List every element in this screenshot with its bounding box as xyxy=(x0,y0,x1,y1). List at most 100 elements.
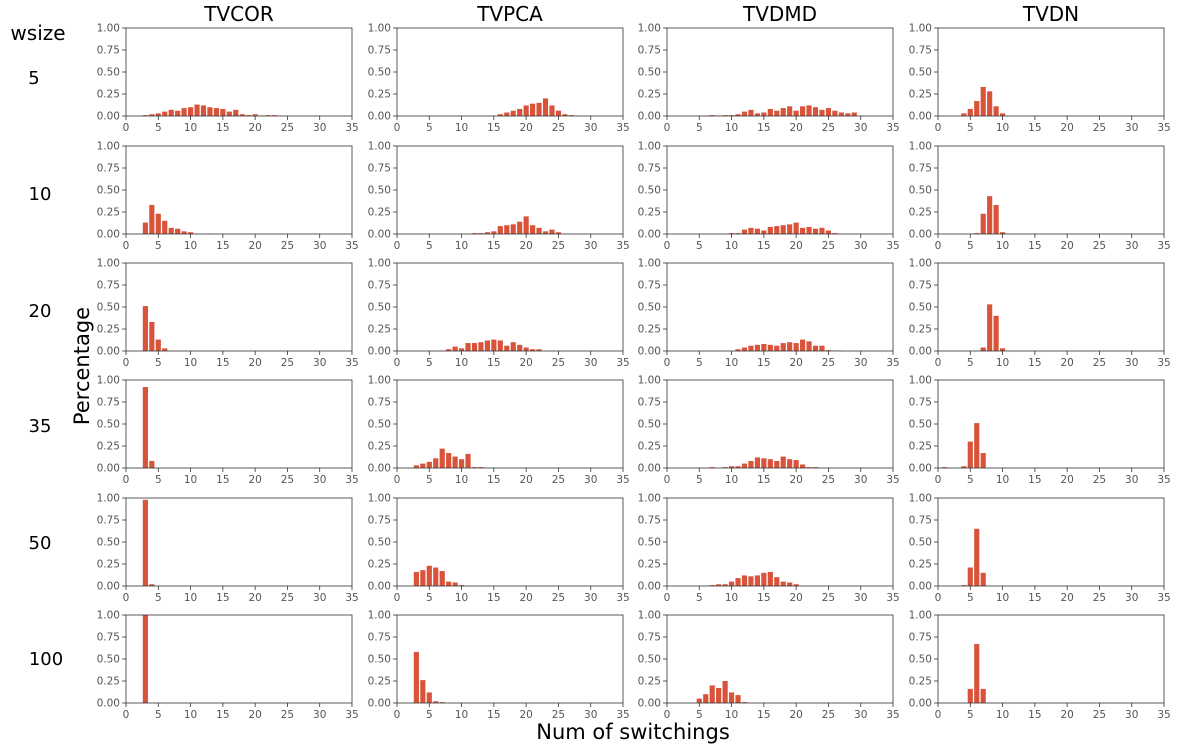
y-tick-label: 0.50 xyxy=(638,537,661,549)
x-tick-label: 15 xyxy=(487,357,500,369)
y-tick-label: 0.75 xyxy=(368,397,391,409)
bar-tvpca-100-x4 xyxy=(420,680,426,703)
y-tick-label: 0.00 xyxy=(909,698,932,710)
x-tick-label: 5 xyxy=(967,240,974,252)
y-tick-label: 1.00 xyxy=(638,23,661,35)
bar-tvdn-10-x9 xyxy=(993,204,999,234)
axes-frame xyxy=(125,379,353,469)
x-tick-label: 15 xyxy=(216,592,229,604)
y-tick-label: 0.25 xyxy=(909,559,932,571)
panel-tvdn-50: 0.00 0.25 0.50 0.75 1.00 0 5 10 15 20 25 30 35 xyxy=(909,493,1171,605)
bar-tvcor-5-x5 xyxy=(155,113,161,116)
x-tick-label: 0 xyxy=(664,592,671,604)
y-tick-label: 0.25 xyxy=(909,324,932,336)
bar-tvdmd-35-x7 xyxy=(709,467,715,468)
y-tick-label: 0.75 xyxy=(638,280,661,292)
bar-tvdmd-20-x19 xyxy=(787,342,793,351)
bar-tvpca-35-x9 xyxy=(452,456,458,468)
y-tick-label: 0.50 xyxy=(909,185,932,197)
y-tick-label: 0.00 xyxy=(638,346,661,358)
x-tick-label: 25 xyxy=(1093,122,1106,134)
y-tick-label: 0.00 xyxy=(97,581,120,593)
x-tick-label: 25 xyxy=(552,474,565,486)
x-tick-label: 15 xyxy=(216,240,229,252)
x-tick-label: 20 xyxy=(789,357,802,369)
y-tick-label: 0.75 xyxy=(909,397,932,409)
bar-tvdmd-20-x20 xyxy=(793,343,799,351)
y-tick-label: 1.00 xyxy=(97,141,120,153)
bar-tvdmd-35-x15 xyxy=(761,458,767,468)
x-tick-label: 15 xyxy=(1028,240,1041,252)
bar-tvdmd-10-x20 xyxy=(793,222,799,234)
bar-tvdmd-5-x20 xyxy=(793,110,799,116)
x-tick-label: 30 xyxy=(313,709,326,721)
bar-tvcor-50-x3 xyxy=(142,499,148,586)
x-tick-label: 20 xyxy=(519,122,532,134)
x-tick-label: 35 xyxy=(1157,592,1170,604)
bar-tvdmd-10-x14 xyxy=(754,228,760,234)
bar-tvdn-100-x7 xyxy=(980,688,986,703)
bar-tvdmd-50-x17 xyxy=(774,577,780,586)
bar-tvdmd-50-x14 xyxy=(754,575,760,586)
x-tick-label: 0 xyxy=(394,240,401,252)
bar-tvdmd-20-x21 xyxy=(800,339,806,351)
y-tick-label: 0.25 xyxy=(368,324,391,336)
y-tick-label: 0.75 xyxy=(638,515,661,527)
bar-tvdmd-20-x18 xyxy=(780,343,786,351)
y-tick-label: 0.50 xyxy=(638,67,661,79)
x-tick-label: 10 xyxy=(725,474,738,486)
bar-tvcor-35-x4 xyxy=(149,460,155,468)
bar-tvdmd-35-x12 xyxy=(741,463,748,468)
x-tick-label: 25 xyxy=(822,122,835,134)
x-tick-label: 35 xyxy=(345,122,358,134)
x-tick-label: 25 xyxy=(822,592,835,604)
bar-tvcor-5-x22 xyxy=(265,115,271,116)
x-tick-label: 0 xyxy=(664,240,671,252)
panel-tvdmd-35: 0.00 0.25 0.50 0.75 1.00 0 5 10 15 20 25 30 35 xyxy=(638,375,900,487)
bar-tvcor-5-x19 xyxy=(246,115,252,116)
panel-tvdmd-100: 0.00 0.25 0.50 0.75 1.00 0 5 10 15 20 25 30 35 xyxy=(638,610,900,722)
panel-tvdmd-10: 0.00 0.25 0.50 0.75 1.00 0 5 10 15 20 25 30 35 xyxy=(638,141,900,253)
axes-frame xyxy=(396,262,624,352)
x-tick-label: 0 xyxy=(935,592,942,604)
bar-tvdmd-5-x27 xyxy=(838,112,844,116)
x-tick-label: 10 xyxy=(455,357,468,369)
x-tick-label: 15 xyxy=(216,474,229,486)
row-label-5: 5 xyxy=(28,68,39,89)
x-tick-label: 10 xyxy=(725,240,738,252)
bar-tvdn-100-x5 xyxy=(967,688,973,703)
bar-tvdmd-100-x5 xyxy=(696,698,702,703)
y-tick-label: 0.25 xyxy=(368,441,391,453)
bar-tvdmd-100-x6 xyxy=(703,694,709,703)
y-tick-label: 0.00 xyxy=(368,463,391,475)
bar-tvdmd-100-x12 xyxy=(741,702,748,703)
y-tick-label: 0.50 xyxy=(909,654,932,666)
bar-tvcor-10-x8 xyxy=(175,228,181,234)
y-tick-label: 0.75 xyxy=(638,397,661,409)
x-tick-label: 5 xyxy=(155,709,162,721)
x-tick-label: 35 xyxy=(1157,357,1170,369)
y-tick-label: 0.25 xyxy=(97,676,120,688)
x-tick-label: 0 xyxy=(394,709,401,721)
x-tick-label: 30 xyxy=(854,357,867,369)
x-tick-label: 15 xyxy=(757,592,770,604)
bar-tvcor-5-x14 xyxy=(213,108,219,116)
x-tick-label: 10 xyxy=(725,357,738,369)
bar-tvdmd-20-x15 xyxy=(761,343,767,351)
x-tick-label: 5 xyxy=(426,592,433,604)
bar-tvpca-50-x5 xyxy=(426,565,432,586)
y-tick-label: 1.00 xyxy=(638,610,661,622)
x-tick-label: 20 xyxy=(1060,357,1073,369)
bar-tvcor-5-x9 xyxy=(181,108,187,116)
bar-tvpca-5-x17 xyxy=(504,112,510,116)
x-tick-label: 0 xyxy=(394,592,401,604)
bar-tvdmd-10-x26 xyxy=(832,233,838,234)
bar-tvdmd-10-x23 xyxy=(812,228,819,234)
bar-tvdn-5-x10 xyxy=(999,113,1006,116)
bar-tvdmd-35-x23 xyxy=(812,467,819,468)
bar-tvdn-20-x10 xyxy=(999,348,1006,351)
axes-frame xyxy=(666,145,894,235)
bar-tvpca-20-x13 xyxy=(478,342,484,351)
bar-tvcor-5-x3 xyxy=(142,115,148,116)
x-tick-label: 20 xyxy=(789,474,802,486)
